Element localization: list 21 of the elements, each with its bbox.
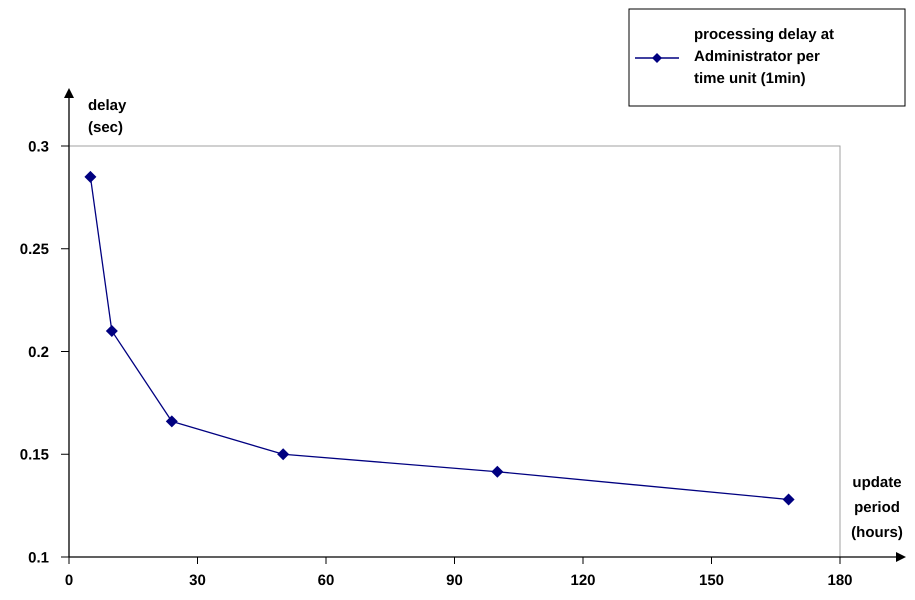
y-axis-title: delay (sec) bbox=[88, 97, 128, 136]
x-tick-label: 90 bbox=[446, 572, 463, 589]
point bbox=[166, 415, 178, 428]
y-tick-label: 0.3 bbox=[28, 138, 49, 156]
x-tick-label: 30 bbox=[189, 572, 206, 589]
x-tick-label: 120 bbox=[570, 572, 596, 589]
point bbox=[277, 448, 290, 460]
x-tick-label: 0 bbox=[64, 572, 74, 589]
x-tick-label: 180 bbox=[827, 572, 853, 589]
x-tick-label: 150 bbox=[698, 572, 724, 589]
x-axis-title: update period (hours) bbox=[851, 474, 903, 541]
y-tick-label: 0.25 bbox=[20, 241, 49, 258]
point bbox=[84, 170, 96, 183]
y-tick-label: 0.15 bbox=[20, 446, 49, 464]
y-tick-label: 0.2 bbox=[28, 344, 49, 361]
point bbox=[491, 466, 504, 478]
point bbox=[782, 493, 795, 506]
point bbox=[106, 324, 118, 337]
y-tick-label: 0.1 bbox=[28, 549, 49, 566]
x-tick-label: 60 bbox=[318, 572, 334, 589]
legend-label: processing delay at Administrator per time unit (1min) bbox=[694, 26, 834, 87]
